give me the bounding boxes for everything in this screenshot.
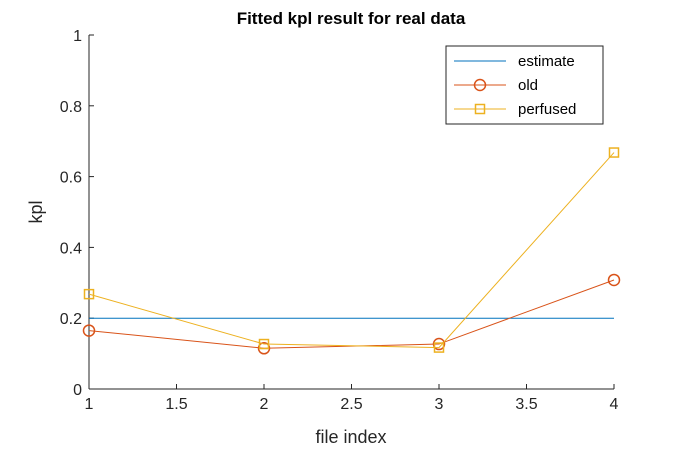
y-axis-label: kpl [26, 200, 46, 223]
plot-area: 1 1.5 2 2.5 3 3.5 4 0 0.2 0.4 0.6 0.8 1 [60, 28, 621, 413]
data-point-old [82, 324, 96, 337]
series-line-perfused [88, 152, 615, 349]
x-tick-label: 3 [435, 396, 444, 413]
chart-title: Fitted kpl result for real data [237, 9, 466, 28]
series-line-old [88, 279, 615, 349]
y-tick-label: 0.2 [60, 311, 82, 328]
data-point-perfused [83, 288, 95, 300]
x-tick-label: 4 [610, 396, 619, 413]
x-tick-label: 1.5 [165, 396, 187, 413]
x-tick-label: 2 [260, 396, 269, 413]
legend-label-perfused: perfused [518, 101, 576, 118]
data-point-old [607, 273, 621, 287]
legend-marker-perfused [474, 103, 486, 115]
data-point-old [432, 337, 446, 351]
y-tick-label: 1 [73, 28, 82, 45]
x-tick-label: 1 [85, 396, 94, 413]
x-tick-label: 2.5 [340, 396, 362, 413]
x-tick-label: 3.5 [515, 396, 537, 413]
data-point-perfused [433, 342, 445, 353]
y-tick-label: 0 [73, 382, 82, 399]
legend-marker-old [473, 78, 487, 92]
data-point-old [257, 342, 271, 355]
y-tick-label: 0.4 [60, 240, 82, 257]
y-tick-label: 0.8 [60, 99, 82, 116]
legend: estimate old perfused [445, 45, 604, 125]
legend-label-old: old [518, 77, 538, 94]
legend-label-estimate: estimate [518, 53, 575, 70]
data-point-perfused [608, 147, 620, 158]
data-point-perfused [258, 338, 270, 350]
x-axis-label: file index [315, 427, 386, 447]
y-tick-label: 0.6 [60, 170, 82, 187]
